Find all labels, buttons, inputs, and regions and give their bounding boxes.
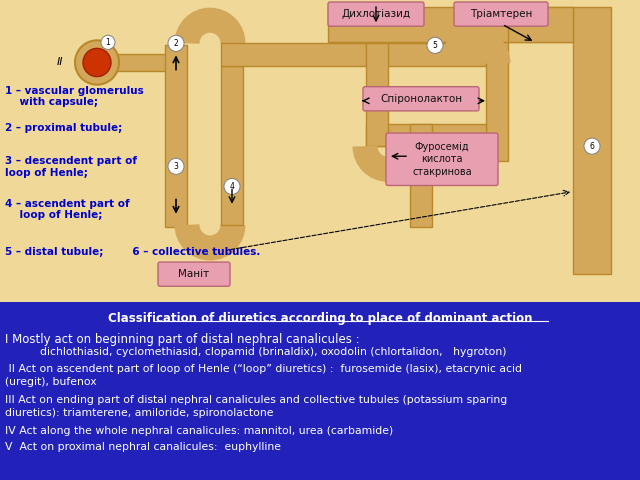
Text: 5: 5 <box>433 41 437 50</box>
Text: IV Act along the whole nephral canalicules: mannitol, urea (carbamide): IV Act along the whole nephral canalicul… <box>5 426 393 436</box>
Bar <box>221 65 243 225</box>
Text: 3: 3 <box>173 162 179 171</box>
Bar <box>366 43 388 146</box>
Circle shape <box>168 158 184 174</box>
Bar <box>221 43 371 65</box>
Circle shape <box>75 40 119 84</box>
Text: 3 – descendent part of
loop of Henle;: 3 – descendent part of loop of Henle; <box>5 156 137 178</box>
Text: 4 – ascendent part of
    loop of Henle;: 4 – ascendent part of loop of Henle; <box>5 199 130 220</box>
Bar <box>366 43 486 65</box>
Bar <box>328 7 573 42</box>
Circle shape <box>101 36 115 49</box>
Text: 2: 2 <box>173 39 179 48</box>
Text: V  Act on proximal nephral canalicules:  euphylline: V Act on proximal nephral canalicules: e… <box>5 442 281 452</box>
Text: 5 – distal tubule;        6 – collective tubules.: 5 – distal tubule; 6 – collective tubule… <box>5 247 260 257</box>
Text: Тріамтерен: Тріамтерен <box>470 9 532 19</box>
Text: Дихлотіазид: Дихлотіазид <box>341 9 411 19</box>
Text: II: II <box>57 58 63 68</box>
Text: Спіронолактон: Спіронолактон <box>380 94 462 104</box>
Text: I Mostly act on beginning part of distal nephral canalicules :: I Mostly act on beginning part of distal… <box>5 333 360 346</box>
Text: III Act on ending part of distal nephral canalicules and collective tubules (pot: III Act on ending part of distal nephral… <box>5 395 508 418</box>
Text: 1 – vascular glomerulus
    with capsule;: 1 – vascular glomerulus with capsule; <box>5 85 144 108</box>
Text: Фуросемід
кислота
стакринова: Фуросемід кислота стакринова <box>412 142 472 177</box>
Bar <box>508 7 573 42</box>
Text: dichlothiasid, cyclomethiasid, clopamid (brinaldix), oxodolin (chlortalidon,   h: dichlothiasid, cyclomethiasid, clopamid … <box>5 347 506 357</box>
Text: Classification of diuretics according to place of dominant action: Classification of diuretics according to… <box>108 312 532 325</box>
Bar <box>117 54 172 71</box>
Bar <box>410 124 432 227</box>
Circle shape <box>83 48 111 77</box>
Circle shape <box>427 37 443 53</box>
FancyBboxPatch shape <box>454 2 548 26</box>
Text: 2 – proximal tubule;: 2 – proximal tubule; <box>5 123 122 133</box>
FancyBboxPatch shape <box>328 2 424 26</box>
FancyBboxPatch shape <box>386 133 498 185</box>
Text: 1: 1 <box>106 38 110 47</box>
Text: Маніт: Маніт <box>179 269 209 279</box>
Bar <box>573 7 611 274</box>
Circle shape <box>584 138 600 154</box>
Circle shape <box>168 36 184 51</box>
Bar <box>486 42 508 161</box>
Bar <box>165 46 187 227</box>
Circle shape <box>224 179 240 194</box>
Bar <box>366 124 486 146</box>
Text: 6: 6 <box>589 142 595 151</box>
Text: 4: 4 <box>230 182 234 191</box>
FancyBboxPatch shape <box>363 87 479 111</box>
FancyBboxPatch shape <box>158 262 230 286</box>
Text: II Act on ascendent part of loop of Henle (“loop” diuretics) :  furosemide (lasi: II Act on ascendent part of loop of Henl… <box>5 364 522 387</box>
